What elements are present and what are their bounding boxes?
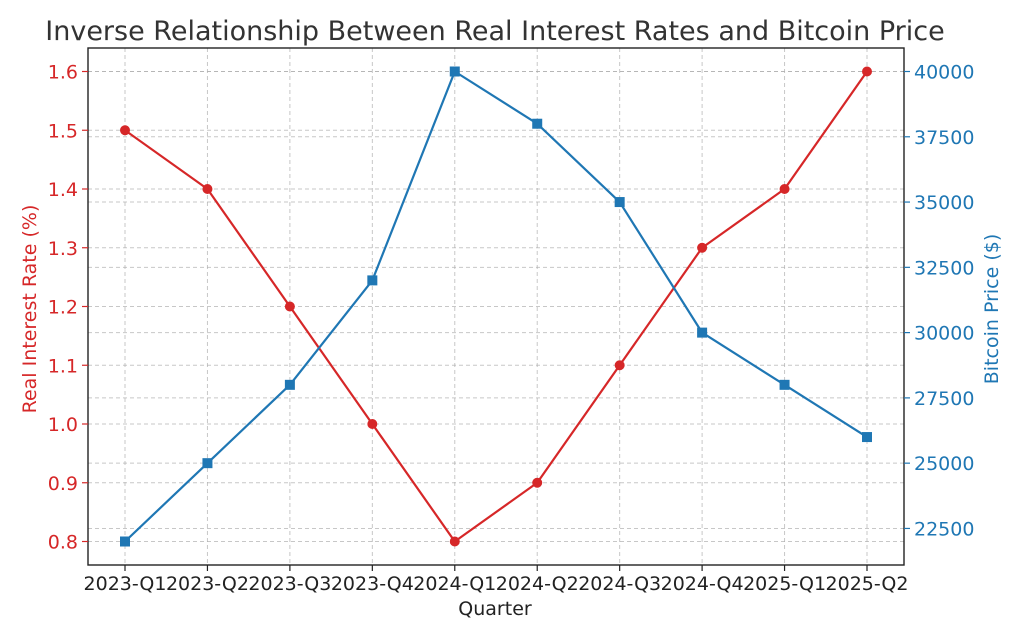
rate-data-point	[614, 360, 625, 371]
y-left-tick-label: 1.3	[48, 238, 78, 260]
price-data-point	[697, 327, 708, 338]
rate-data-point	[449, 536, 460, 547]
rate-data-point	[779, 184, 790, 194]
y-left-tick-label: 0.9	[48, 473, 78, 495]
rate-series-line	[124, 70, 868, 543]
y-left-tick-label: 1.2	[48, 297, 78, 319]
x-tick-label: 2023-Q2	[166, 573, 249, 595]
axes-layer: 2023-Q1 2023-Q2 2023-Q3 2023-Q4 2024-Q1 2024-…	[48, 47, 974, 595]
price-data-point	[614, 197, 625, 208]
y-right-tick-label: 37500	[914, 127, 974, 149]
y-right-tick-label: 40000	[914, 62, 974, 84]
price-data-point	[120, 536, 130, 547]
y-right-tick-label: 22500	[914, 518, 974, 540]
y-left-tick-label: 1.0	[48, 414, 78, 436]
price-data-point	[202, 458, 213, 469]
price-series-line	[124, 70, 868, 543]
price-data-point	[532, 118, 543, 129]
grid-lines	[88, 48, 904, 565]
rate-data-point	[862, 66, 872, 77]
y-right-tick-label: 35000	[914, 192, 974, 214]
x-axis-title: Quarter	[458, 598, 532, 620]
price-data-point	[779, 379, 790, 390]
y-right-tick-label: 30000	[914, 323, 974, 345]
price-data-point	[449, 66, 460, 77]
rate-data-point	[697, 242, 708, 253]
rate-data-point	[532, 477, 543, 488]
x-tick-label: 2025-Q1	[743, 573, 826, 595]
x-tick-label: 2023-Q4	[331, 573, 414, 595]
y-left-tick-label: 1.6	[48, 62, 78, 84]
chart-title: Inverse Relationship Between Real Intere…	[45, 16, 944, 47]
y-right-tick-label: 27500	[914, 388, 974, 410]
x-tick-label: 2024-Q2	[496, 573, 579, 595]
y-left-tick-label: 0.8	[48, 532, 78, 554]
x-tick-label: 2024-Q4	[661, 573, 744, 595]
y-axis-right-title: Bitcoin Price ($)	[981, 234, 1003, 385]
x-tick-label: 2024-Q1	[413, 573, 496, 595]
y-right-tick-label: 32500	[914, 257, 974, 279]
y-right-tick-label: 25000	[914, 453, 974, 475]
rate-data-point	[284, 301, 295, 312]
x-tick-label: 2025-Q2	[826, 573, 909, 595]
series-layer	[120, 66, 872, 547]
rate-data-point	[367, 419, 378, 429]
x-tick-label: 2023-Q1	[84, 573, 167, 595]
y-axis-left-title: Real Interest Rate (%)	[19, 205, 41, 414]
x-tick-label: 2024-Q3	[578, 573, 661, 595]
y-left-tick-label: 1.5	[48, 120, 78, 142]
y-left-tick-label: 1.4	[48, 179, 78, 201]
rate-data-point	[120, 125, 130, 136]
rate-data-point	[202, 184, 213, 194]
price-data-point	[284, 379, 295, 390]
price-data-point	[367, 275, 378, 286]
price-data-point	[862, 432, 872, 443]
y-left-tick-label: 1.1	[48, 355, 78, 377]
x-tick-label: 2023-Q3	[248, 573, 331, 595]
